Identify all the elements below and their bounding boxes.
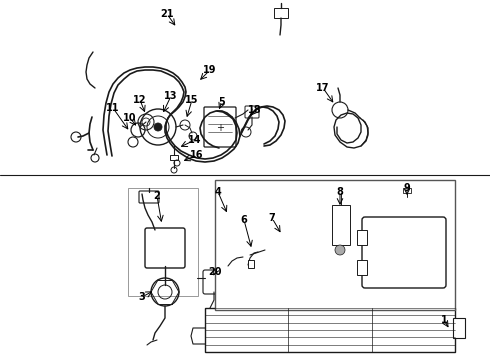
Text: 2: 2 bbox=[154, 191, 160, 201]
Text: 1: 1 bbox=[441, 315, 447, 325]
Text: 8: 8 bbox=[337, 187, 343, 197]
Text: 9: 9 bbox=[404, 183, 410, 193]
Bar bbox=[332, 205, 350, 245]
Text: +: + bbox=[216, 123, 224, 133]
Bar bbox=[403, 188, 411, 193]
Bar bbox=[205, 308, 455, 352]
Bar bbox=[170, 155, 178, 160]
Bar bbox=[128, 188, 198, 296]
Text: 10: 10 bbox=[123, 113, 137, 123]
FancyBboxPatch shape bbox=[203, 270, 225, 294]
Text: 5: 5 bbox=[219, 97, 225, 107]
Text: 18: 18 bbox=[248, 105, 262, 115]
Bar bbox=[215, 180, 455, 310]
Text: 3: 3 bbox=[139, 292, 146, 302]
FancyBboxPatch shape bbox=[245, 106, 259, 118]
Text: 7: 7 bbox=[269, 213, 275, 223]
Text: 19: 19 bbox=[203, 65, 217, 75]
Bar bbox=[274, 8, 288, 18]
FancyBboxPatch shape bbox=[145, 228, 185, 268]
FancyBboxPatch shape bbox=[362, 217, 446, 288]
Text: 16: 16 bbox=[190, 150, 204, 160]
FancyBboxPatch shape bbox=[204, 107, 236, 147]
Text: 17: 17 bbox=[316, 83, 330, 93]
FancyBboxPatch shape bbox=[139, 191, 159, 203]
Text: 21: 21 bbox=[160, 9, 174, 19]
Circle shape bbox=[154, 123, 162, 131]
Text: 4: 4 bbox=[215, 187, 221, 197]
Bar bbox=[357, 260, 367, 275]
Text: 6: 6 bbox=[241, 215, 247, 225]
Text: 12: 12 bbox=[133, 95, 147, 105]
Circle shape bbox=[335, 245, 345, 255]
Text: 14: 14 bbox=[188, 135, 202, 145]
Text: 11: 11 bbox=[106, 103, 120, 113]
Bar bbox=[248, 260, 254, 268]
Text: 20: 20 bbox=[208, 267, 222, 277]
Circle shape bbox=[289, 244, 301, 256]
Text: 13: 13 bbox=[164, 91, 178, 101]
Text: 15: 15 bbox=[185, 95, 199, 105]
Bar bbox=[453, 318, 465, 338]
Bar bbox=[357, 230, 367, 245]
